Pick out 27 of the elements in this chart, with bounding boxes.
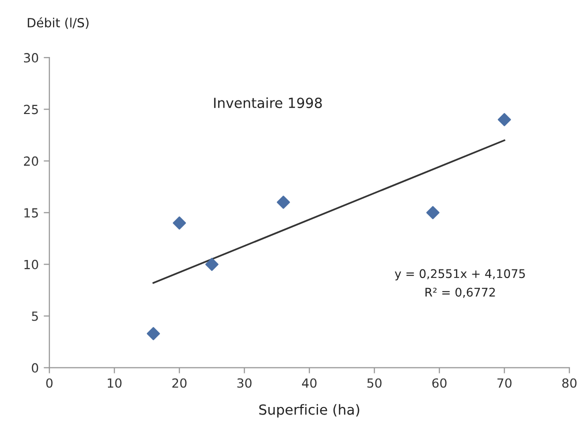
point [276, 196, 290, 209]
y-tick-label: 5 [32, 312, 38, 321]
x-tick-label: 30 [237, 378, 252, 388]
point [498, 113, 511, 126]
y-tick-label: 10 [24, 260, 38, 270]
y-tick-label: 30 [24, 53, 38, 63]
point [146, 326, 160, 340]
x-axis-title: Superficie (ha) [259, 404, 360, 418]
point [172, 216, 186, 230]
x-tick-label: 0 [46, 378, 53, 388]
x-tick-label: 60 [432, 378, 447, 388]
y-tick-label: 25 [24, 104, 38, 114]
x-tick-label: 40 [302, 378, 317, 388]
x-tick-label: 10 [108, 378, 122, 388]
annotation: R² = 0,6772 [426, 288, 495, 298]
x-tick-label: 20 [172, 378, 187, 388]
point [426, 206, 440, 220]
x-tick-label: 50 [367, 378, 382, 388]
x-tick-label: 70 [497, 378, 512, 388]
point [205, 258, 218, 271]
y-tick-label: 15 [24, 208, 38, 218]
y-axis-title: Débit (l/S) [28, 17, 89, 29]
text: Inventaire 1998 [214, 97, 322, 108]
y-tick-label: 0 [32, 363, 38, 373]
x-tick-label: 80 [562, 378, 577, 388]
annotation: y = 0,2551x + 4,1075 [394, 269, 525, 280]
y-tick-label: 20 [24, 156, 38, 166]
